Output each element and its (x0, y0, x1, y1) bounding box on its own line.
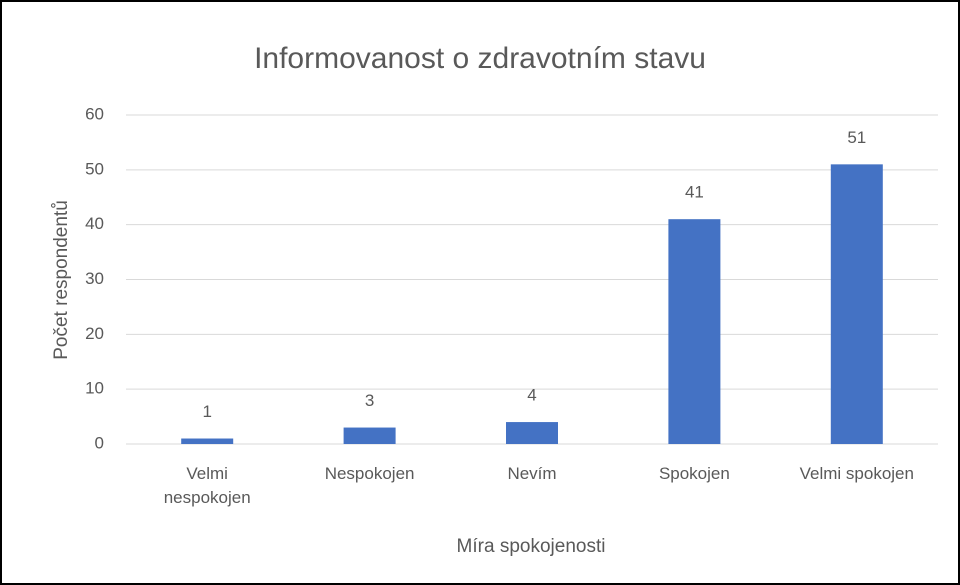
chart-title: Informovanost o zdravotním stavu (254, 42, 706, 75)
x-tick-label: Spokojen (658, 464, 730, 483)
y-tick-label: 10 (85, 379, 104, 398)
bar (181, 438, 234, 444)
y-axis-title: Počet respondentů (51, 200, 72, 360)
bar (343, 427, 396, 444)
data-label: 3 (365, 391, 374, 410)
y-tick-label: 20 (85, 324, 104, 343)
data-label: 1 (202, 402, 211, 421)
data-label: 51 (847, 128, 866, 147)
data-label: 4 (527, 386, 536, 405)
x-tick-label: Nespokojen (324, 464, 415, 483)
data-label: 41 (685, 183, 704, 202)
x-axis-title: Míra spokojenosti (457, 536, 606, 557)
y-tick-label: 40 (85, 214, 104, 233)
x-tick-label: Velmi spokojen (799, 464, 914, 483)
x-tick-label: Velmi nespokojen (163, 464, 251, 507)
x-tick-label: Nevím (507, 464, 557, 483)
y-tick-label: 60 (85, 104, 104, 123)
y-tick-label: 0 (95, 433, 104, 452)
y-tick-label: 50 (85, 159, 104, 178)
bar (668, 219, 721, 444)
y-tick-label: 30 (85, 269, 104, 288)
bar (506, 422, 558, 444)
bar (830, 164, 883, 444)
